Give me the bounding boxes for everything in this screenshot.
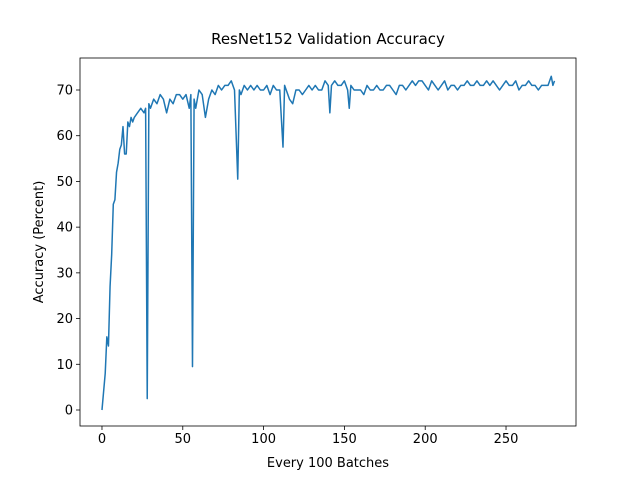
y-axis-label: Accuracy (Percent) xyxy=(32,181,47,304)
y-tick-label: 20 xyxy=(56,312,73,327)
x-tick-label: 200 xyxy=(413,432,438,447)
x-tick-label: 50 xyxy=(175,432,192,447)
y-tick-label: 70 xyxy=(56,84,73,99)
y-tick-label: 0 xyxy=(65,404,73,419)
y-tick-label: 30 xyxy=(56,266,73,281)
data-line xyxy=(101,75,556,411)
x-tick-label: 250 xyxy=(494,432,519,447)
x-tick-label: 150 xyxy=(332,432,357,447)
x-tick-label: 100 xyxy=(251,432,276,447)
y-tick-label: 50 xyxy=(56,175,73,190)
y-tick-label: 10 xyxy=(56,358,73,373)
plot-frame xyxy=(79,57,577,427)
y-tick-label: 40 xyxy=(56,221,73,236)
chart-title: ResNet152 Validation Accuracy xyxy=(211,30,445,48)
y-tick-label: 60 xyxy=(56,129,73,144)
x-axis-label: Every 100 Batches xyxy=(267,456,389,471)
x-tick-label: 0 xyxy=(98,432,106,447)
